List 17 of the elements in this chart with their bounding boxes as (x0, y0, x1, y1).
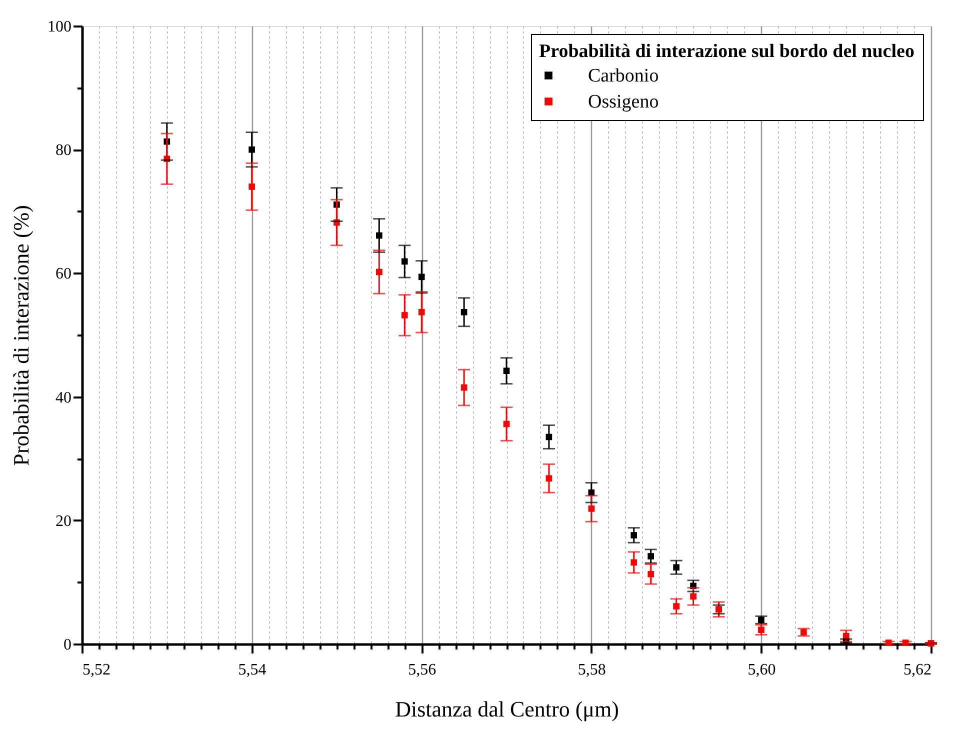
x-tick-label: 5,54 (238, 662, 266, 678)
y-tick-label: 0 (64, 636, 72, 654)
y-tick-label: 80 (56, 142, 72, 160)
x-tick-label: 5,62 (904, 662, 932, 678)
y-tick-label: 60 (56, 266, 72, 283)
y-tick-label: 100 (48, 18, 72, 36)
x-tick-label: 5,58 (578, 662, 606, 678)
legend-label: Ossigeno (588, 92, 659, 112)
y-tick-label: 40 (56, 389, 72, 406)
y-tick-label: 20 (56, 512, 72, 530)
x-tick-label: 5,56 (408, 662, 436, 678)
legend-label: Carbonio (588, 66, 659, 86)
y-axis-title: Probabilità di interazione (%) (8, 205, 34, 466)
x-axis-title: Distanza dal Centro (μm) (395, 696, 619, 722)
x-tick-label: 5,60 (748, 662, 776, 678)
x-tick-label: 5,52 (82, 662, 110, 678)
legend-title: Probabilità di interazione sul bordo del nucleo (539, 41, 914, 62)
